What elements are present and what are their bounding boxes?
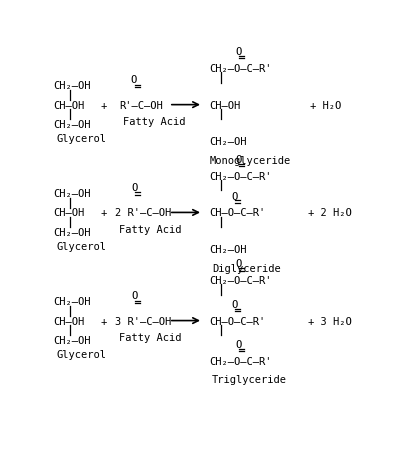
Text: Monoglyceride: Monoglyceride bbox=[209, 156, 290, 166]
Text: Glycerol: Glycerol bbox=[56, 134, 106, 144]
Text: CH₂–O–C–R': CH₂–O–C–R' bbox=[209, 356, 272, 366]
Text: + H₂O: + H₂O bbox=[310, 101, 341, 111]
Text: CH₂–OH: CH₂–OH bbox=[53, 189, 91, 199]
Text: O: O bbox=[235, 154, 242, 164]
Text: Fatty Acid: Fatty Acid bbox=[123, 117, 186, 127]
Text: O: O bbox=[235, 47, 242, 57]
Text: 3 R'–C–OH: 3 R'–C–OH bbox=[115, 316, 171, 326]
Text: Fatty Acid: Fatty Acid bbox=[119, 225, 181, 235]
Text: CH₂–OH: CH₂–OH bbox=[53, 120, 91, 130]
Text: CH₂–O–C–R': CH₂–O–C–R' bbox=[209, 64, 272, 74]
Text: Glycerol: Glycerol bbox=[56, 349, 106, 359]
Text: CH₂–OH: CH₂–OH bbox=[53, 227, 91, 237]
Text: Glycerol: Glycerol bbox=[56, 241, 106, 251]
Text: +: + bbox=[101, 101, 107, 111]
Text: CH–O–C–R': CH–O–C–R' bbox=[209, 208, 265, 218]
Text: + 2 H₂O: + 2 H₂O bbox=[308, 208, 352, 218]
Text: Diglyceride: Diglyceride bbox=[212, 263, 281, 273]
Text: O: O bbox=[232, 299, 238, 309]
Text: O: O bbox=[235, 339, 242, 349]
Text: R'–C–OH: R'–C–OH bbox=[119, 101, 163, 111]
Text: +: + bbox=[101, 208, 107, 218]
Text: CH₂–OH: CH₂–OH bbox=[209, 137, 247, 147]
Text: + 3 H₂O: + 3 H₂O bbox=[308, 316, 352, 326]
Text: CH₂–OH: CH₂–OH bbox=[209, 245, 247, 255]
Text: CH–OH: CH–OH bbox=[209, 101, 240, 111]
Text: O: O bbox=[232, 191, 238, 201]
Text: 2 R'–C–OH: 2 R'–C–OH bbox=[115, 208, 171, 218]
Text: O: O bbox=[130, 75, 136, 85]
Text: +: + bbox=[101, 316, 107, 326]
Text: CH–OH: CH–OH bbox=[53, 101, 84, 111]
Text: CH₂–O–C–R': CH₂–O–C–R' bbox=[209, 276, 272, 286]
Text: O: O bbox=[131, 291, 137, 301]
Text: CH–OH: CH–OH bbox=[53, 208, 84, 218]
Text: CH₂–OH: CH₂–OH bbox=[53, 335, 91, 345]
Text: CH₂–OH: CH₂–OH bbox=[53, 81, 91, 91]
Text: CH₂–OH: CH₂–OH bbox=[53, 297, 91, 307]
Text: CH₂–O–C–R': CH₂–O–C–R' bbox=[209, 171, 272, 181]
Text: O: O bbox=[235, 259, 242, 269]
Text: Triglyceride: Triglyceride bbox=[212, 374, 287, 384]
Text: CH–OH: CH–OH bbox=[53, 316, 84, 326]
Text: Fatty Acid: Fatty Acid bbox=[119, 333, 181, 343]
Text: O: O bbox=[131, 183, 137, 193]
Text: CH–O–C–R': CH–O–C–R' bbox=[209, 316, 265, 326]
